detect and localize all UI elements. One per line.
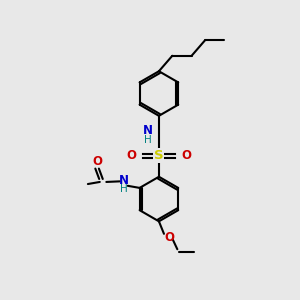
Text: O: O (165, 231, 175, 244)
Text: H: H (120, 184, 128, 194)
Text: S: S (154, 149, 164, 162)
Text: O: O (92, 154, 102, 168)
Text: N: N (118, 174, 129, 187)
Text: O: O (126, 149, 136, 162)
Text: H: H (144, 135, 152, 145)
Text: N: N (142, 124, 153, 137)
Text: O: O (182, 149, 192, 162)
